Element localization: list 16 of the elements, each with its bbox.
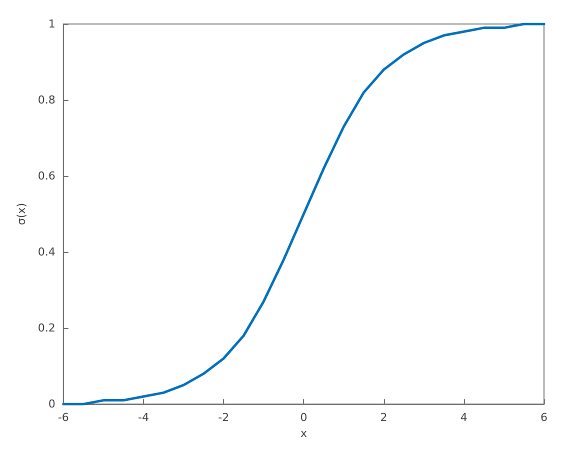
x-axis-title: x	[300, 427, 308, 440]
x-tick-label: 4	[460, 411, 468, 424]
y-tick-label: 0	[48, 398, 56, 411]
x-tick-label: 2	[380, 411, 388, 424]
x-tick-label: -4	[138, 411, 149, 424]
y-tick-label: 1	[48, 18, 56, 30]
y-tick-label: 0.6	[38, 170, 56, 183]
line-series	[62, 22, 546, 406]
x-tick-label: 0	[300, 411, 308, 424]
y-tick-label: 0.8	[38, 94, 56, 107]
y-axis-title: σ(x)	[15, 203, 28, 226]
x-tick-label: 6	[540, 411, 548, 424]
x-tick-label: -2	[218, 411, 230, 424]
x-tick-label: -6	[58, 411, 69, 424]
y-tick-label: 0.2	[38, 322, 56, 335]
y-tick-label: 0.4	[38, 246, 56, 259]
